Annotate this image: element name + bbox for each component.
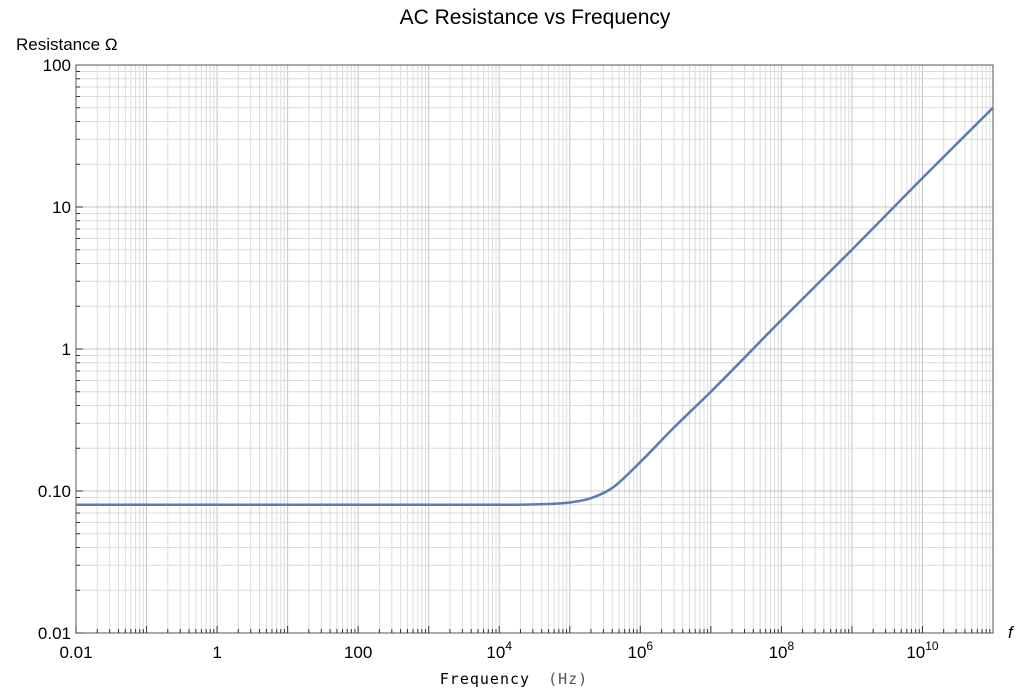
y-tick-label: 100 [43, 56, 71, 75]
x-tick-label: 108 [769, 639, 795, 662]
y-tick-label: 0.10 [38, 482, 71, 501]
x-axis-label-text: Frequency [440, 670, 530, 688]
x-tick-label: 100 [344, 643, 372, 662]
x-tick-label: 1 [212, 643, 221, 662]
ticks [75, 70, 991, 634]
x-tick-label: 106 [628, 639, 654, 662]
y-tick-label: 1 [62, 340, 71, 359]
x-tick-labels: 0.01 1 100 104 106 108 1010 [59, 639, 938, 662]
x-tick-label: 1010 [906, 639, 939, 662]
y-tick-label: 10 [52, 198, 71, 217]
x-axis-label: Frequency (Hz) [440, 670, 588, 688]
y-tick-label: 0.01 [38, 624, 71, 643]
x-tick-label: 104 [486, 639, 512, 662]
x-axis-end-label: f [1008, 623, 1015, 642]
y-tick-labels: 0.01 0.10 1 10 100 [38, 56, 71, 643]
grid [75, 65, 993, 634]
x-tick-label: 0.01 [59, 643, 92, 662]
x-axis-label-unit: (Hz) [548, 670, 588, 688]
chart-title: AC Resistance vs Frequency [400, 6, 671, 29]
resistance-curve [76, 106, 994, 507]
y-axis-label: Resistance Ω [16, 35, 118, 54]
